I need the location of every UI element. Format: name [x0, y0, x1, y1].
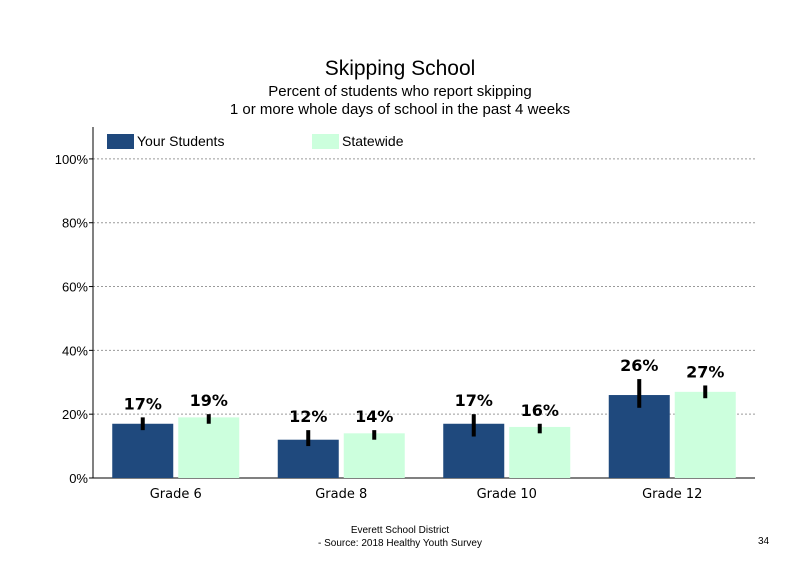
legend-label-statewide: Statewide: [342, 133, 404, 149]
bar-0-3: [608, 395, 670, 478]
page-number: 34: [758, 536, 770, 547]
bar-1-3: [674, 391, 736, 478]
x-tick-label-2: Grade 10: [477, 487, 537, 502]
y-tick-label-40: 40%: [62, 343, 88, 358]
footer-source: - Source: 2018 Healthy Youth Survey: [318, 538, 482, 549]
y-tick-label-20: 20%: [62, 407, 88, 422]
y-tick-label-60: 60%: [62, 280, 88, 295]
legend-swatch-your-students: [107, 133, 134, 149]
legend-item-your-students: Your Students: [107, 132, 224, 150]
x-tick-label-0: Grade 6: [150, 487, 202, 502]
bar-1-1: [343, 433, 405, 478]
data-label-1-2: 16%: [521, 401, 559, 420]
chart-subtitle-line-1: Percent of students who report skipping: [268, 83, 532, 100]
legend-swatch-statewide: [312, 133, 339, 149]
y-tick-label-80: 80%: [62, 216, 88, 231]
bar-1-0: [178, 417, 240, 478]
data-label-1-0: 19%: [190, 391, 228, 410]
bar-1-2: [509, 426, 571, 478]
y-tick-label-0: 0%: [69, 471, 88, 486]
data-label-0-2: 17%: [455, 391, 493, 410]
data-label-0-0: 17%: [124, 394, 162, 413]
bar-0-0: [112, 423, 174, 478]
chart-title: Skipping School: [324, 57, 476, 80]
data-label-0-3: 26%: [620, 356, 658, 375]
legend-label-your-students: Your Students: [137, 133, 225, 149]
chart-subtitle-line-2: 1 or more whole days of school in the pa…: [229, 101, 571, 118]
footer-district: Everett School District: [350, 525, 450, 536]
x-tick-label-3: Grade 12: [642, 487, 702, 502]
x-tick-label-1: Grade 8: [315, 487, 367, 502]
y-tick-label-100: 100%: [55, 152, 89, 167]
data-label-0-1: 12%: [289, 407, 327, 426]
data-label-1-3: 27%: [686, 362, 724, 381]
legend-item-statewide: Statewide: [312, 132, 403, 150]
data-label-1-1: 14%: [355, 407, 393, 426]
